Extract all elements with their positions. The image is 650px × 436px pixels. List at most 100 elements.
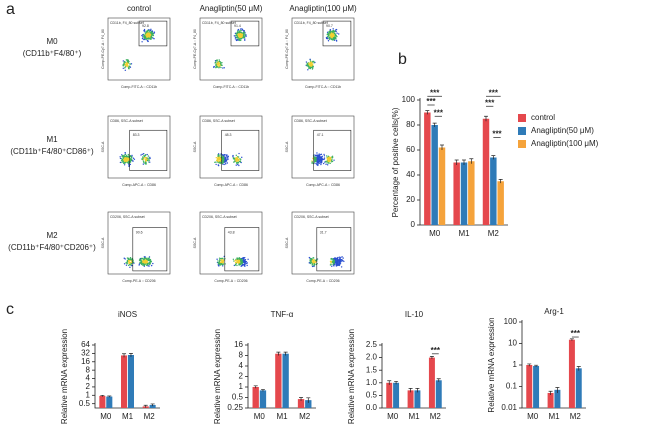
event-dot [217,157,219,159]
event-dot [122,160,124,163]
event-dot [240,29,242,32]
gate-percent: 47.1 [317,133,324,137]
event-dot [336,35,338,38]
event-dot [220,260,223,262]
event-dot [311,264,313,266]
bar [305,400,312,408]
event-dot [149,262,151,265]
event-dot [150,32,153,34]
event-dot [128,60,130,63]
event-dot [335,30,337,33]
x-tick-label: M1 [458,229,470,238]
row-marker: (CD11b⁺F4/80⁺) [23,49,82,58]
event-dot [306,63,309,66]
panel-label: c [6,301,14,318]
event-dot [227,157,229,159]
event-dot [143,264,145,266]
event-dot [334,34,337,36]
event-dot [320,157,323,159]
event-dot [244,33,246,35]
event-dot [124,67,126,69]
event-dot [329,157,332,160]
event-dot [141,153,143,156]
plot-frame [199,211,263,275]
event-dot [128,160,130,163]
event-dot [331,30,333,33]
event-dot [339,262,341,264]
event-dot [330,32,333,34]
x-axis-label: Comp-PE-A :: CD206 [214,279,247,283]
bar [431,125,438,225]
event-dot [241,32,243,34]
event-dot [238,257,241,259]
event-dot [222,263,225,265]
error-bar [569,338,574,341]
event-dot [142,33,144,36]
x-axis-label: Comp-FITC-A :: CD11b [121,85,157,89]
event-dot [238,159,240,162]
gate [322,20,352,47]
event-dot [216,61,218,63]
event-dot [144,260,146,262]
event-dot [313,60,315,63]
event-dot [310,65,312,67]
event-dot [219,261,222,263]
event-dot [333,39,336,41]
event-dot [315,261,317,263]
event-dot [310,61,312,64]
event-dot [127,67,130,70]
event-dot [310,258,312,260]
event-dot [310,260,312,262]
event-dot [221,64,223,67]
event-dot [332,28,334,30]
event-dot [217,164,220,166]
event-dot [235,154,238,156]
event-dot [335,265,338,267]
event-dot [336,32,338,34]
bar [121,355,128,408]
significance-label: *** [492,130,502,139]
event-dot [240,35,242,38]
event-dot [236,258,239,260]
chart-title: IL-10 [405,310,424,319]
event-dot [328,158,330,160]
event-dot [234,160,236,163]
event-dot [328,36,330,38]
event-dot [219,263,221,265]
event-dot [149,157,151,160]
event-dot [237,34,239,36]
event-dot [311,65,314,67]
event-dot [235,36,238,39]
event-dot [236,156,239,159]
y-axis-label: SSC-A [193,237,197,248]
event-dot [123,154,125,156]
error-bar [276,351,281,356]
event-dot [241,261,243,264]
gate-name: CD11b, F4_80 subset [294,21,328,25]
event-dot [240,265,242,267]
event-dot [126,62,129,64]
event-dot [226,162,229,164]
event-dot [313,156,316,158]
event-dot [153,31,156,33]
event-dot [244,39,246,41]
event-dot [328,156,330,159]
event-dot [241,259,244,261]
significance-label: *** [431,346,441,355]
event-dot [146,258,148,260]
event-dot [123,162,126,164]
event-dot [330,38,332,40]
event-dot [218,154,220,156]
event-dot [240,33,243,35]
event-dot [235,34,238,37]
event-dot [245,34,247,36]
error-bar [555,387,560,393]
event-dot [326,162,328,164]
event-dot [329,264,332,266]
bar [460,162,468,225]
event-dot [150,30,153,33]
event-dot [320,159,323,161]
legend-label: Anagliptin(100 μM) [531,139,599,148]
y-tick-label: 2 [239,372,244,381]
event-dot [327,31,330,33]
